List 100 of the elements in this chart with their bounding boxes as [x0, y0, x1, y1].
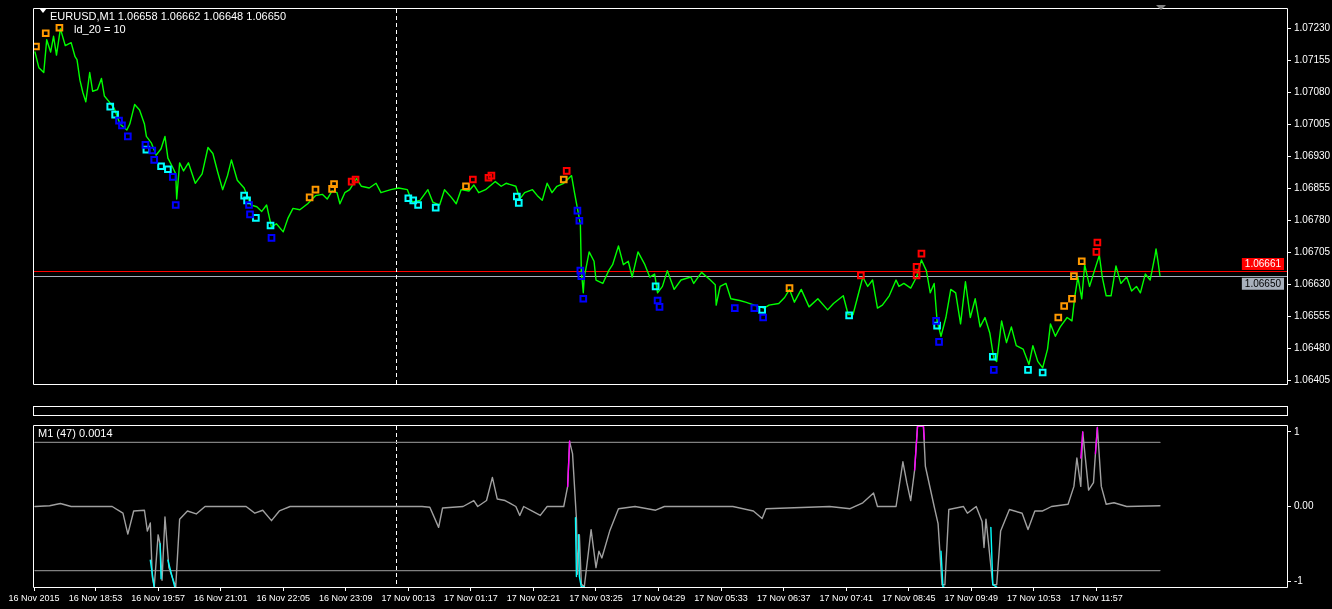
y-tick-label: 1.06780 — [1294, 214, 1331, 226]
point — [573, 206, 582, 215]
point — [653, 296, 662, 305]
x-tick-label: 17 Nov 05:33 — [694, 592, 748, 603]
point — [404, 194, 413, 203]
point — [917, 249, 926, 258]
x-tick-label: 16 Nov 19:57 — [131, 592, 185, 603]
point — [857, 271, 865, 280]
x-tick-label: 16 Nov 21:01 — [193, 592, 248, 603]
point — [575, 216, 584, 225]
y-tick-label: 1.07155 — [1294, 54, 1331, 66]
point — [514, 199, 523, 207]
point — [41, 29, 50, 38]
point — [124, 132, 132, 141]
x-tick-label: 17 Nov 08:45 — [881, 592, 936, 603]
point — [351, 175, 360, 184]
point — [577, 272, 586, 281]
y-tick-label: 1.06405 — [1294, 373, 1331, 385]
x-tick-label: 17 Nov 03:25 — [569, 592, 623, 603]
point — [562, 167, 571, 175]
x-tick-label: 17 Nov 10:53 — [1007, 592, 1061, 603]
x-tick-label: 16 Nov 22:05 — [256, 592, 311, 603]
ref-line-label: 1.06650 — [1244, 278, 1282, 290]
point — [912, 262, 921, 271]
point — [141, 141, 150, 149]
point — [328, 185, 336, 193]
point — [1060, 302, 1068, 310]
point — [559, 175, 568, 184]
point — [150, 156, 159, 164]
point — [1038, 368, 1047, 377]
point — [243, 196, 251, 205]
x-tick-label: 16 Nov 2015 — [8, 592, 60, 603]
point — [758, 306, 766, 314]
point — [267, 234, 276, 242]
y-tick-label: 1.07080 — [1294, 86, 1331, 98]
point — [579, 294, 588, 303]
point — [932, 317, 940, 325]
x-tick-label: 16 Nov 23:09 — [319, 592, 373, 603]
point — [513, 192, 521, 201]
chart-title: EURUSD,M1 1.06658 1.06662 1.06648 1.06650 — [50, 10, 287, 22]
point — [933, 321, 941, 330]
point — [106, 102, 115, 111]
point — [266, 221, 275, 230]
point — [157, 162, 165, 171]
point — [414, 201, 422, 209]
ref-line-label: 1.06661 — [1244, 258, 1282, 270]
y-tick-label: -1 — [1294, 574, 1304, 586]
point — [1024, 366, 1032, 374]
y-tick-label: 1.07005 — [1294, 118, 1331, 130]
point — [311, 185, 320, 194]
point — [785, 284, 794, 292]
point — [912, 271, 921, 280]
point — [845, 311, 853, 320]
y-tick-label: 1.07230 — [1294, 22, 1331, 34]
point — [246, 210, 254, 219]
y-tick-label: 1.06630 — [1294, 278, 1331, 290]
point — [651, 282, 660, 291]
point — [487, 171, 496, 180]
point — [576, 266, 585, 275]
point — [164, 165, 172, 174]
point — [115, 116, 123, 125]
x-tick-label: 17 Nov 11:57 — [1069, 592, 1123, 603]
point — [148, 146, 157, 155]
point — [1093, 238, 1102, 247]
point — [171, 201, 180, 209]
y-tick-label: 1.06480 — [1294, 341, 1331, 353]
point — [245, 201, 253, 209]
point — [988, 352, 997, 361]
x-tick-label: 17 Nov 09:49 — [944, 592, 999, 603]
y-tick-label: 1 — [1294, 425, 1300, 437]
point — [730, 304, 739, 312]
y-tick-label: 1.06705 — [1294, 246, 1331, 258]
y-tick-label: 1.06855 — [1294, 182, 1331, 194]
point — [750, 304, 759, 312]
point — [935, 337, 943, 346]
point — [347, 177, 356, 186]
point — [240, 191, 248, 200]
x-tick-label: 17 Nov 06:37 — [756, 592, 811, 603]
x-tick-label: 17 Nov 00:13 — [381, 592, 436, 603]
x-tick-label: 17 Nov 07:41 — [819, 592, 873, 603]
point — [431, 203, 440, 212]
x-tick-label: 17 Nov 01:17 — [444, 592, 498, 603]
point — [469, 175, 477, 184]
y-tick-label: 1.06930 — [1294, 150, 1331, 162]
point — [1054, 313, 1063, 322]
annotation: ld_20 = 10 — [74, 23, 126, 35]
point — [484, 173, 493, 182]
point — [655, 303, 664, 311]
point — [111, 110, 119, 119]
point — [759, 313, 767, 322]
y-tick-label: 1.06555 — [1294, 309, 1331, 321]
chart-title: M1 (47) 0.0014 — [38, 427, 113, 439]
point — [409, 196, 418, 205]
point — [1092, 248, 1101, 256]
x-tick-label: 17 Nov 04:29 — [631, 592, 686, 603]
point — [989, 366, 998, 374]
point — [462, 182, 470, 191]
point — [142, 145, 151, 154]
x-tick-label: 16 Nov 18:53 — [68, 592, 123, 603]
point — [168, 173, 177, 181]
